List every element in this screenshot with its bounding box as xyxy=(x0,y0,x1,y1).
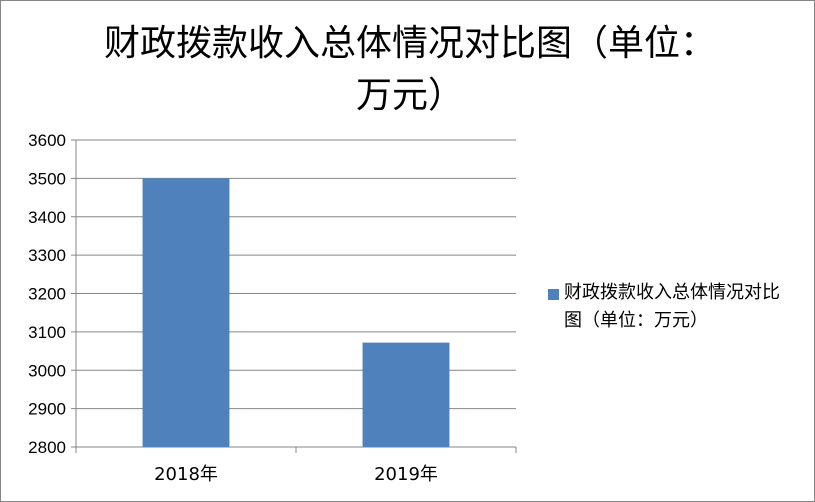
x-category-label: 2019年 xyxy=(374,464,438,485)
x-category-label: 2018年 xyxy=(154,464,218,485)
y-tick-label: 3100 xyxy=(28,323,66,342)
y-tick-label: 2900 xyxy=(28,400,66,419)
bars xyxy=(142,178,450,447)
chart-title: 财政拨款收入总体情况对比图（单位：万元） xyxy=(103,23,716,116)
y-tick-label: 3600 xyxy=(28,131,66,150)
y-tick-label: 3400 xyxy=(28,208,66,227)
legend-swatch xyxy=(548,289,559,300)
y-tick-label: 3500 xyxy=(28,169,66,188)
bar xyxy=(142,178,230,447)
y-tick-label: 3200 xyxy=(28,285,66,304)
gridlines xyxy=(76,139,516,448)
legend: 财政拨款收入总体情况对比图（单位：万元） xyxy=(548,279,798,339)
bar xyxy=(362,342,450,447)
y-tick-label: 2800 xyxy=(28,438,66,457)
legend-label: 财政拨款收入总体情况对比图（单位：万元） xyxy=(564,282,780,331)
x-category-labels: 2018年 2019年 xyxy=(154,464,438,485)
y-tick-label: 3300 xyxy=(28,246,66,265)
y-tick-labels: 2800 2900 3000 3100 3200 3300 3400 3500 3600 xyxy=(28,131,66,457)
y-tick-label: 3000 xyxy=(28,361,66,380)
